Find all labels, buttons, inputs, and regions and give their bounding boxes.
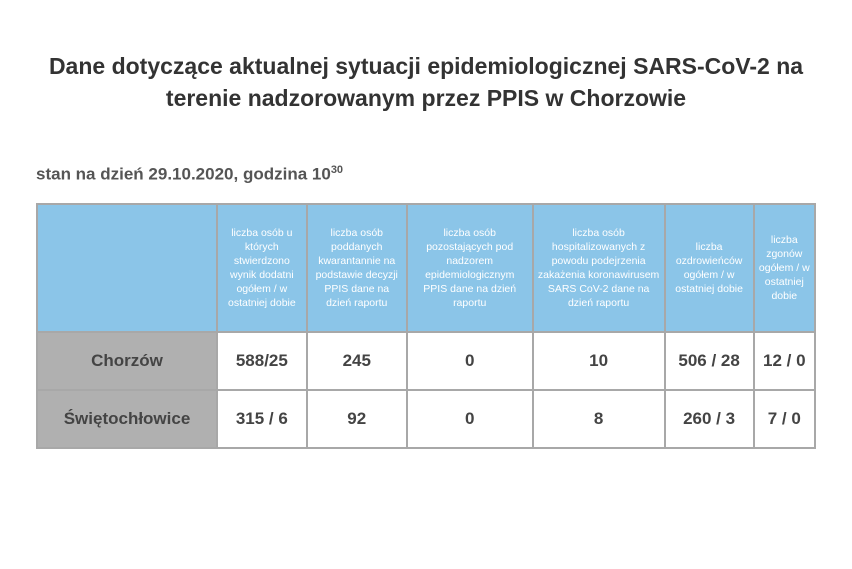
col-header: liczba ozdrowieńców ogółem / w ostatniej… <box>665 204 754 332</box>
data-cell: 506 / 28 <box>665 332 754 390</box>
data-cell: 8 <box>533 390 665 448</box>
table-corner-cell <box>37 204 217 332</box>
data-cell: 0 <box>407 390 533 448</box>
col-header: liczba osób pozostających pod nadzorem e… <box>407 204 533 332</box>
col-header: liczba osób poddanych kwarantannie na po… <box>307 204 407 332</box>
data-cell: 0 <box>407 332 533 390</box>
table-header-row: liczba osób u których stwierdzono wynik … <box>37 204 815 332</box>
col-header: liczba osób u których stwierdzono wynik … <box>217 204 307 332</box>
data-cell: 7 / 0 <box>754 390 815 448</box>
data-cell: 245 <box>307 332 407 390</box>
status-time-prefix: , godzina 10 <box>234 165 331 184</box>
row-label: Chorzów <box>37 332 217 390</box>
table-row: Chorzów 588/25 245 0 10 506 / 28 12 / 0 <box>37 332 815 390</box>
row-label: Świętochłowice <box>37 390 217 448</box>
epi-data-table: liczba osób u których stwierdzono wynik … <box>36 203 816 449</box>
col-header: liczba zgonów ogółem / w ostatniej dobie <box>754 204 815 332</box>
status-time-sup: 30 <box>331 164 343 176</box>
data-cell: 12 / 0 <box>754 332 815 390</box>
table-row: Świętochłowice 315 / 6 92 0 8 260 / 3 7 … <box>37 390 815 448</box>
status-line: stan na dzień 29.10.2020, godzina 1030 <box>36 164 816 185</box>
status-prefix: stan na dzień <box>36 165 148 184</box>
data-cell: 315 / 6 <box>217 390 307 448</box>
page-title: Dane dotyczące aktualnej sytuacji epidem… <box>36 50 816 114</box>
data-cell: 260 / 3 <box>665 390 754 448</box>
data-cell: 92 <box>307 390 407 448</box>
data-cell: 588/25 <box>217 332 307 390</box>
status-date: 29.10.2020 <box>148 165 233 184</box>
col-header: liczba osób hospitalizowanych z powodu p… <box>533 204 665 332</box>
data-cell: 10 <box>533 332 665 390</box>
